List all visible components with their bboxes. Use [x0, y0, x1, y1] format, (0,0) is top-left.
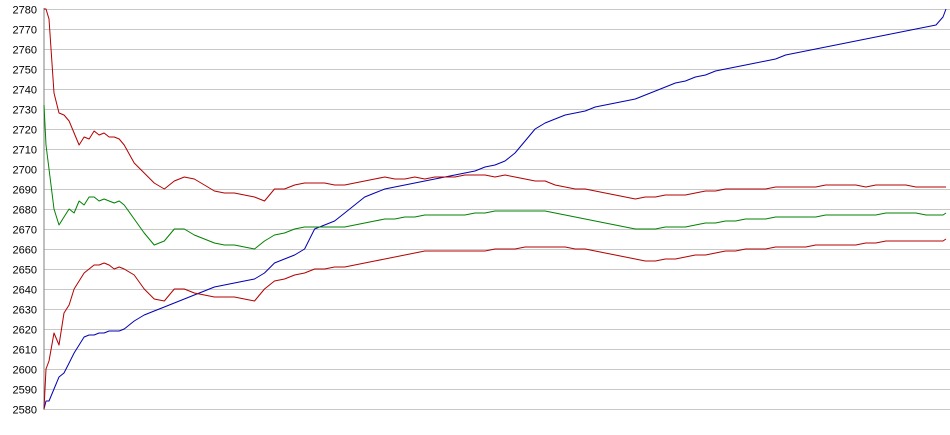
y-tick-label: 2610 [13, 345, 37, 357]
y-tick-label: 2780 [13, 5, 37, 17]
series-line-3 [43, 104, 947, 250]
y-tick-label: 2760 [13, 45, 37, 57]
series-line-2 [44, 8, 946, 202]
y-tick-label: 2620 [13, 325, 37, 337]
y-tick-label: 2580 [13, 405, 37, 417]
y-tick-label: 2600 [13, 365, 37, 377]
y-tick-label: 2640 [13, 285, 37, 297]
y-axis-tick-labels: 2580 2590 2600 2610 2620 2630 2640 2650 2660 2670… [13, 5, 37, 417]
series-lines [43, 8, 947, 410]
y-tick-label: 2650 [13, 265, 37, 277]
y-tick-label: 2670 [13, 225, 37, 237]
y-tick-label: 2730 [13, 105, 37, 117]
series-line-1 [43, 8, 947, 410]
y-tick-label: 2750 [13, 65, 37, 77]
y-tick-label: 2630 [13, 305, 37, 317]
y-tick-label: 2660 [13, 245, 37, 257]
y-tick-label: 2740 [13, 85, 37, 97]
y-tick-label: 2690 [13, 185, 37, 197]
gridlines [44, 9, 950, 410]
y-tick-label: 2680 [13, 205, 37, 217]
y-tick-label: 2770 [13, 25, 37, 37]
y-tick-label: 2710 [13, 145, 37, 157]
y-tick-label: 2720 [13, 125, 37, 137]
y-tick-label: 2700 [13, 165, 37, 177]
y-tick-label: 2590 [13, 385, 37, 397]
series-line-4 [43, 238, 947, 410]
